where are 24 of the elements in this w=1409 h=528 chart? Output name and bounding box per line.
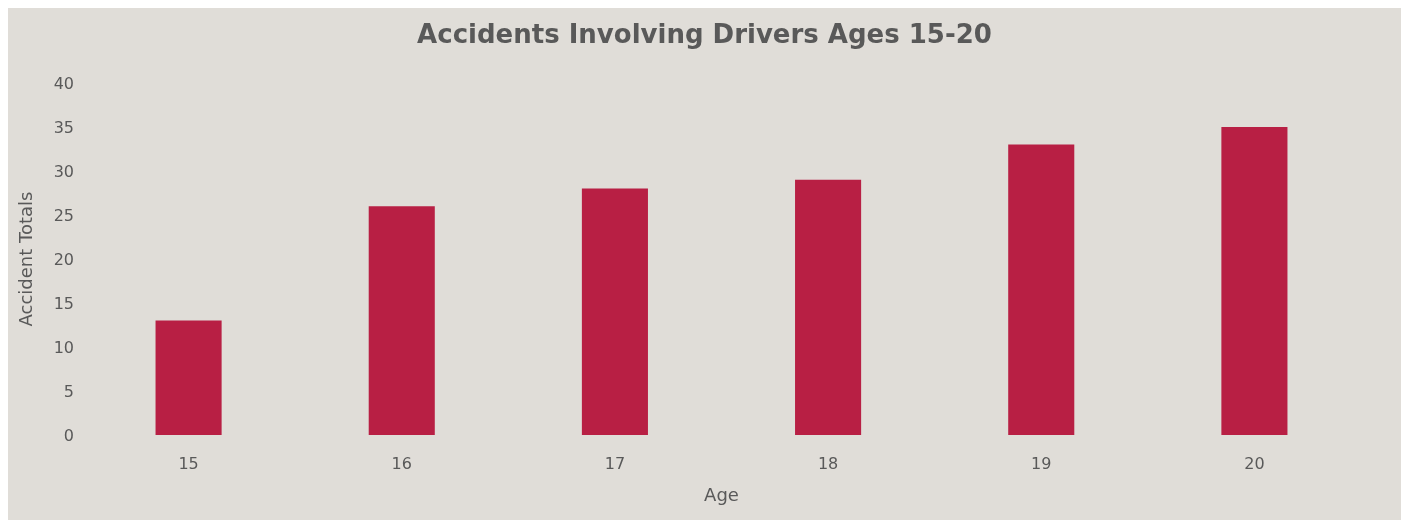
bar: [368, 206, 435, 435]
y-tick-label: 20: [53, 249, 74, 269]
bar: [155, 320, 222, 435]
y-tick-label: 25: [53, 205, 74, 225]
x-tick-label: 19: [1031, 453, 1052, 473]
x-axis-title: Age: [704, 483, 739, 505]
y-tick-label: 30: [53, 161, 74, 181]
y-axis-title: Accident Totals: [14, 191, 36, 327]
x-tick-label: 16: [391, 453, 412, 473]
bar: [1008, 144, 1075, 435]
x-tick-label: 15: [178, 453, 199, 473]
y-tick-label: 5: [63, 381, 74, 401]
y-tick-label: 0: [63, 425, 74, 445]
bar: [1221, 127, 1288, 435]
bar: [581, 188, 648, 435]
y-tick-label: 10: [53, 337, 74, 357]
chart-title: Accidents Involving Drivers Ages 15-20: [417, 19, 992, 49]
y-tick-label: 15: [53, 293, 74, 313]
x-tick-label: 18: [817, 453, 839, 473]
bar: [795, 179, 862, 435]
y-tick-label: 35: [53, 117, 74, 137]
x-tick-label: 17: [604, 453, 626, 473]
y-tick-label: 40: [53, 73, 74, 93]
x-tick-label: 20: [1244, 453, 1265, 473]
